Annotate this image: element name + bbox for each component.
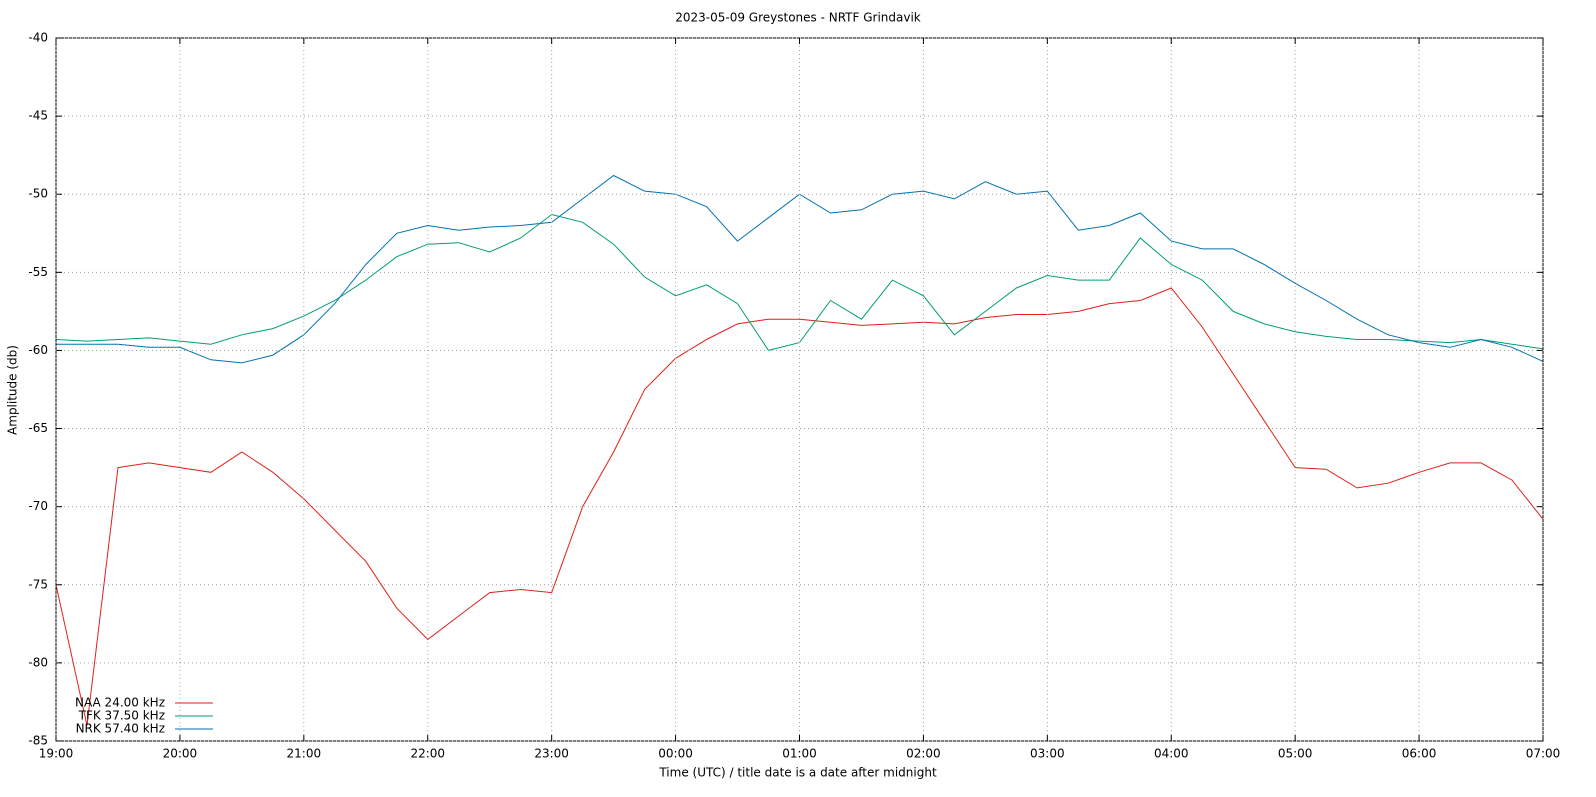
x-tick-label: 20:00 [163, 747, 198, 761]
x-tick-label: 05:00 [1278, 747, 1313, 761]
y-tick-label: -85 [28, 734, 48, 748]
x-tick-label: 02:00 [906, 747, 941, 761]
legend-label: NRK 57.40 kHz [76, 722, 165, 736]
y-tick-label: -80 [28, 655, 48, 669]
y-tick-label: -65 [28, 421, 48, 435]
x-axis-label: Time (UTC) / title date is a date after … [658, 766, 937, 780]
x-tick-label: 07:00 [1526, 747, 1561, 761]
legend-label: TFK 37.50 kHz [78, 709, 165, 723]
x-tick-label: 21:00 [287, 747, 322, 761]
x-tick-label: 03:00 [1030, 747, 1065, 761]
y-tick-label: -45 [28, 109, 48, 123]
x-tick-label: 22:00 [410, 747, 445, 761]
x-tick-label: 19:00 [39, 747, 74, 761]
y-tick-label: -70 [28, 499, 48, 513]
y-tick-label: -60 [28, 343, 48, 357]
x-tick-label: 23:00 [534, 747, 569, 761]
y-axis-label: Amplitude (db) [6, 345, 20, 435]
x-tick-label: 01:00 [782, 747, 817, 761]
y-tick-label: -75 [28, 577, 48, 591]
x-tick-label: 04:00 [1154, 747, 1189, 761]
x-tick-label: 06:00 [1402, 747, 1437, 761]
y-tick-label: -40 [28, 31, 48, 45]
legend-label: NAA 24.00 kHz [75, 696, 165, 710]
chart-title: 2023-05-09 Greystones - NRTF Grindavik [675, 11, 921, 25]
x-tick-label: 00:00 [658, 747, 693, 761]
y-tick-label: -55 [28, 265, 48, 279]
y-tick-label: -50 [28, 187, 48, 201]
